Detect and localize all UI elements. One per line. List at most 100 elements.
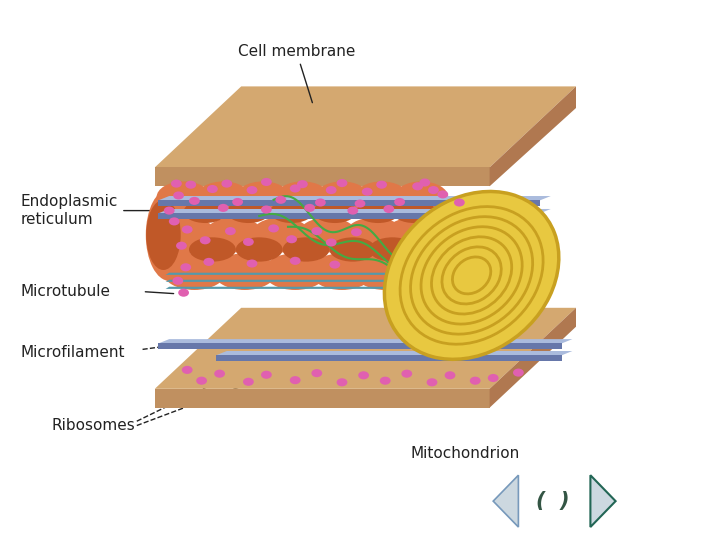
Ellipse shape — [384, 192, 559, 359]
Ellipse shape — [313, 200, 356, 223]
Circle shape — [196, 377, 207, 384]
Circle shape — [269, 225, 279, 232]
Circle shape — [207, 185, 217, 193]
Text: (  ): ( ) — [536, 491, 570, 511]
Circle shape — [305, 204, 315, 212]
Polygon shape — [158, 200, 540, 206]
Ellipse shape — [145, 189, 193, 281]
Text: Microfilament: Microfilament — [20, 345, 125, 360]
Polygon shape — [158, 343, 562, 349]
Circle shape — [276, 195, 287, 204]
Ellipse shape — [354, 253, 417, 290]
Circle shape — [384, 205, 395, 213]
Circle shape — [297, 180, 307, 188]
Ellipse shape — [184, 200, 227, 223]
Circle shape — [217, 204, 229, 212]
Polygon shape — [158, 339, 572, 343]
Circle shape — [261, 205, 271, 213]
Circle shape — [246, 186, 258, 194]
Circle shape — [337, 179, 347, 187]
Ellipse shape — [213, 253, 276, 290]
Text: Cell membrane: Cell membrane — [238, 44, 355, 103]
Circle shape — [330, 261, 340, 269]
Circle shape — [163, 206, 174, 215]
Ellipse shape — [356, 200, 400, 223]
Ellipse shape — [283, 238, 329, 261]
Ellipse shape — [330, 238, 376, 261]
Circle shape — [444, 372, 455, 379]
Ellipse shape — [310, 253, 374, 290]
Polygon shape — [155, 308, 576, 389]
Ellipse shape — [251, 217, 310, 253]
Circle shape — [232, 198, 243, 206]
Circle shape — [377, 180, 387, 189]
Circle shape — [171, 179, 181, 187]
Ellipse shape — [345, 217, 404, 253]
Circle shape — [168, 217, 180, 226]
Circle shape — [348, 206, 359, 215]
Polygon shape — [158, 213, 540, 219]
Polygon shape — [166, 280, 522, 282]
Circle shape — [179, 288, 189, 297]
Circle shape — [222, 179, 232, 187]
Ellipse shape — [157, 181, 210, 213]
Circle shape — [261, 370, 271, 379]
Ellipse shape — [158, 217, 217, 253]
Polygon shape — [158, 196, 551, 200]
Circle shape — [180, 263, 192, 271]
Circle shape — [261, 178, 271, 186]
Circle shape — [438, 190, 448, 198]
Circle shape — [246, 259, 258, 267]
Circle shape — [289, 184, 301, 192]
Circle shape — [181, 226, 193, 233]
Circle shape — [186, 180, 196, 189]
Circle shape — [513, 368, 523, 377]
Polygon shape — [490, 86, 576, 186]
Circle shape — [325, 238, 336, 246]
Ellipse shape — [227, 200, 270, 223]
Ellipse shape — [369, 238, 416, 261]
Circle shape — [243, 378, 253, 386]
Circle shape — [428, 186, 439, 194]
Circle shape — [359, 372, 369, 379]
Circle shape — [173, 276, 183, 285]
Circle shape — [355, 199, 365, 207]
Ellipse shape — [355, 181, 409, 213]
Circle shape — [351, 228, 361, 237]
Polygon shape — [216, 355, 562, 361]
Text: Endoplasmic
reticulum: Endoplasmic reticulum — [20, 194, 117, 227]
Circle shape — [488, 374, 498, 382]
Circle shape — [289, 256, 301, 265]
Ellipse shape — [384, 217, 444, 253]
Polygon shape — [590, 475, 616, 527]
Ellipse shape — [315, 181, 369, 213]
Circle shape — [225, 227, 236, 235]
Circle shape — [454, 198, 465, 206]
Circle shape — [215, 369, 225, 378]
Polygon shape — [158, 209, 551, 213]
Circle shape — [419, 178, 430, 186]
Ellipse shape — [204, 217, 264, 253]
Polygon shape — [166, 287, 522, 289]
Ellipse shape — [163, 253, 226, 290]
Ellipse shape — [270, 200, 313, 223]
Polygon shape — [490, 308, 576, 408]
Ellipse shape — [395, 181, 448, 213]
Circle shape — [199, 236, 210, 244]
Circle shape — [181, 366, 193, 374]
Ellipse shape — [146, 200, 181, 270]
Circle shape — [173, 192, 184, 200]
Ellipse shape — [275, 181, 329, 213]
Ellipse shape — [298, 217, 357, 253]
Text: Ribosomes: Ribosomes — [52, 418, 135, 433]
Ellipse shape — [264, 253, 327, 290]
Polygon shape — [155, 167, 490, 186]
Ellipse shape — [392, 200, 436, 223]
Circle shape — [189, 197, 200, 205]
Circle shape — [362, 187, 373, 195]
Polygon shape — [166, 273, 522, 275]
Circle shape — [287, 235, 297, 243]
Circle shape — [289, 376, 301, 384]
Circle shape — [426, 378, 438, 387]
Circle shape — [315, 198, 325, 206]
